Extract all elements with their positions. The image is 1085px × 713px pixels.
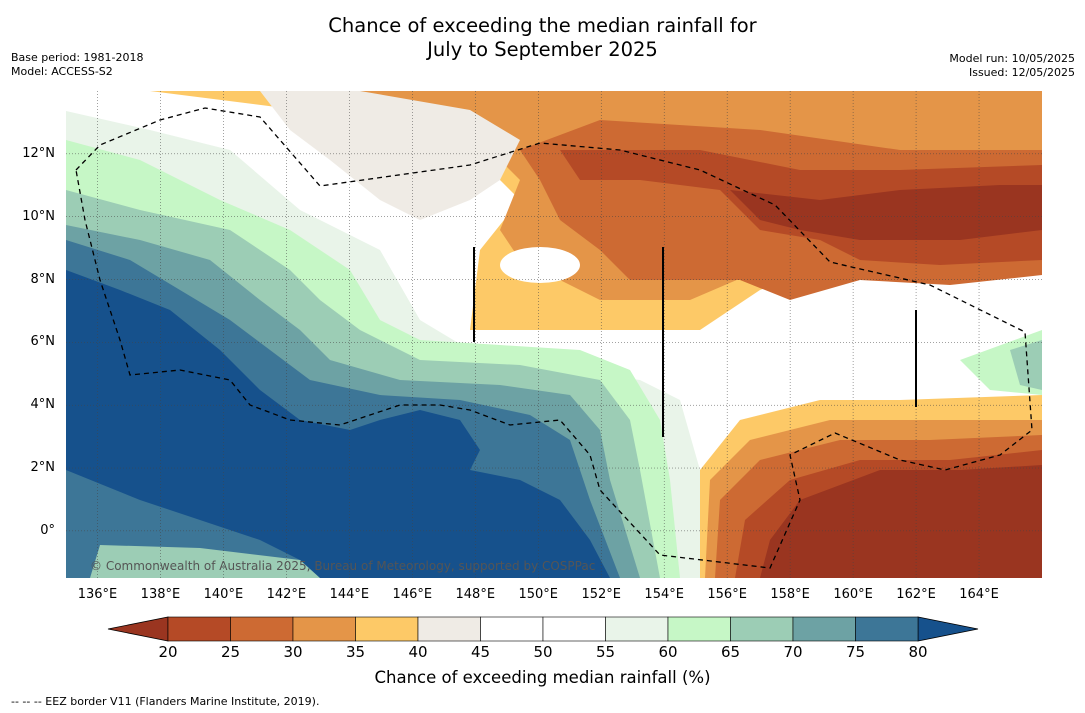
longitude-label: 146°E: [392, 587, 433, 602]
colorbar-swatch: [417, 616, 481, 642]
colorbar-tick-label: 70: [783, 643, 803, 661]
longitude-label: 144°E: [329, 587, 370, 602]
colorbar-swatch: [667, 616, 731, 642]
colorbar-swatch: [355, 616, 419, 642]
title-line-2: July to September 2025: [427, 38, 658, 61]
colorbar-tick-label: 50: [533, 643, 553, 661]
longitude-label: 136°E: [77, 587, 118, 602]
latitude-label: 0°: [40, 522, 55, 538]
longitude-label: 140°E: [203, 587, 244, 602]
colorbar-tick-label: 30: [283, 643, 303, 661]
colorbar-tick-label: 75: [845, 643, 866, 661]
chart-title: Chance of exceeding the median rainfall …: [0, 14, 1085, 62]
longitude-label: 160°E: [833, 587, 873, 602]
colorbar-tick-label: 45: [470, 643, 491, 661]
colorbar-low-arrow: [107, 616, 169, 642]
longitude-label: 162°E: [896, 587, 936, 602]
longitude-label: 158°E: [770, 587, 810, 602]
colorbar-swatch: [730, 616, 794, 642]
colorbar-tick-label: 60: [658, 643, 678, 661]
latitude-label: 12°N: [22, 145, 55, 161]
run-info: Model run: 10/05/2025 Issued: 12/05/2025: [949, 52, 1075, 79]
colorbar-swatches: [167, 616, 919, 642]
band-60-65-southwest: [90, 545, 320, 578]
band-40-45-north: [260, 91, 520, 220]
colorbar-tick-label: 35: [345, 643, 366, 661]
latitude-label: 6°N: [30, 334, 56, 350]
colorbar-swatch: [855, 616, 919, 642]
colorbar-swatch: [230, 616, 294, 642]
colorbar-swatch: [167, 616, 231, 642]
colorbar-swatch: [480, 616, 544, 642]
base-period: Base period: 1981-2018: [11, 51, 144, 64]
colorbar-tick-label: 80: [908, 643, 928, 661]
colorbar: [107, 616, 979, 642]
eez-border: [75, 107, 1033, 569]
colorbar-tick-label: 20: [158, 643, 178, 661]
longitude-label: 154°E: [644, 587, 684, 602]
copyright-notice: © Commonwealth of Australia 2025, Bureau…: [90, 559, 595, 573]
colorbar-swatch: [605, 616, 669, 642]
band-45-55-center: [500, 247, 580, 283]
title-line-1: Chance of exceeding the median rainfall …: [328, 14, 757, 37]
longitude-label: 152°E: [581, 587, 621, 602]
longitude-label: 164°E: [959, 587, 999, 602]
band-above-85-west: [66, 270, 610, 578]
issued-date: Issued: 12/05/2025: [968, 65, 1075, 79]
colorbar-tick-label: 40: [408, 643, 428, 661]
longitude-label: 138°E: [140, 587, 181, 602]
latitude-label: 10°N: [22, 208, 55, 224]
longitude-label: 142°E: [266, 587, 307, 602]
latitude-label: 8°N: [30, 271, 56, 287]
rainfall-map: © Commonwealth of Australia 2025, Bureau…: [66, 91, 1042, 578]
colorbar-tick-label: 55: [595, 643, 616, 661]
colorbar-swatch: [792, 616, 856, 642]
colorbar-tick-label: 25: [220, 643, 241, 661]
colorbar-high-arrow: [917, 616, 979, 642]
latitude-label: 2°N: [30, 460, 56, 476]
longitude-label: 148°E: [455, 587, 496, 602]
band-below-20-southeast: [760, 465, 1042, 578]
graticule: [66, 91, 1042, 578]
longitude-label: 156°E: [707, 587, 747, 602]
longitude-label: 150°E: [518, 587, 559, 602]
eez-legend-note: -- -- -- EEZ border V11 (Flanders Marine…: [11, 695, 320, 708]
colorbar-swatch: [542, 616, 606, 642]
model-name: Model: ACCESS-S2: [11, 64, 113, 78]
band-below-20-north: [730, 185, 1042, 240]
colorbar-tick-label: 65: [720, 643, 741, 661]
base-info: Base period: 1981-2018 Model: ACCESS-S2: [11, 51, 143, 78]
band-65-70-east: [1010, 340, 1042, 390]
model-run: Model run: 10/05/2025: [949, 52, 1075, 65]
colorbar-swatch: [292, 616, 356, 642]
latitude-label: 4°N: [30, 397, 56, 413]
colorbar-label: Chance of exceeding median rainfall (%): [374, 668, 711, 687]
